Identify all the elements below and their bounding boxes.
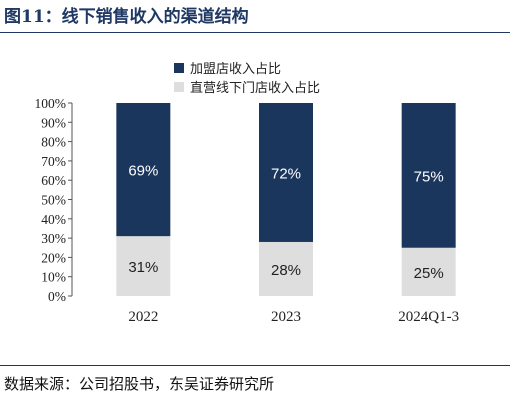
bar-segment (401, 247, 456, 296)
legend-label: 加盟店收入占比 (190, 62, 281, 77)
source-rule (0, 365, 510, 366)
bar-segment (116, 103, 171, 237)
y-tick-label: 90% (41, 115, 66, 130)
y-tick-label: 30% (41, 231, 66, 246)
legend-swatch (174, 63, 184, 73)
y-tick-label: 10% (41, 270, 66, 285)
bar-data-label: 75% (414, 168, 444, 185)
bar-segment (116, 236, 171, 296)
bar-data-label: 69% (128, 163, 158, 180)
bar-data-label: 31% (128, 259, 158, 276)
figure-title: 图11：线下销售收入的渠道结构 (4, 7, 249, 27)
x-tick-label: 2023 (271, 309, 301, 325)
bar-data-label: 72% (271, 165, 301, 182)
bar-segment (259, 103, 313, 242)
y-tick-label: 100% (35, 96, 67, 111)
y-tick-label: 0% (48, 289, 66, 304)
bar-data-label: 25% (414, 265, 444, 282)
y-tick-label: 20% (41, 250, 66, 265)
x-tick-label: 2024Q1-3 (398, 309, 459, 325)
bar-data-label: 28% (271, 262, 301, 279)
bar-segment (259, 241, 313, 296)
y-tick-label: 60% (41, 173, 66, 188)
y-tick-label: 70% (41, 154, 66, 169)
legend-swatch (174, 82, 184, 92)
y-tick-label: 80% (41, 135, 66, 150)
legend-label: 直营线下门店收入占比 (190, 81, 320, 96)
bar-segment (401, 103, 456, 248)
source-note: 数据来源：公司招股书，东吴证券研究所 (4, 375, 275, 393)
y-tick-label: 50% (41, 193, 66, 208)
y-tick-label: 40% (41, 212, 66, 227)
x-tick-label: 2022 (128, 309, 158, 325)
title-rule (0, 32, 510, 33)
